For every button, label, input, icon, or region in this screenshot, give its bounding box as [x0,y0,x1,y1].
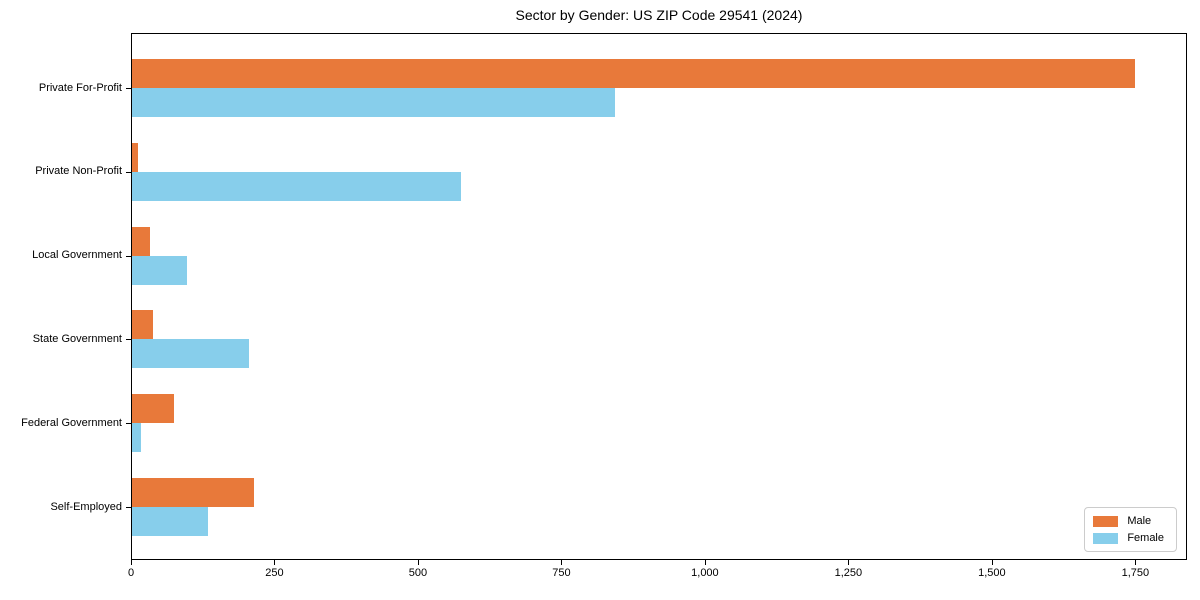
y-tick-mark [126,423,131,425]
x-tick-mark [274,560,276,565]
bar-female-federal-government [132,423,142,453]
legend-label-male: Male [1127,515,1152,527]
x-tick-label-1-000: 1,000 [691,567,719,579]
x-tick-mark [704,560,706,565]
x-tick-mark [131,560,132,565]
legend-swatch-male [1093,515,1119,527]
legend: Male Female [1084,507,1177,552]
y-label-state-government: State Government [32,332,122,345]
y-tick-mark [126,171,131,173]
legend-label-female: Female [1127,532,1164,544]
y-label-private-non-profit: Private Non-Profit [35,165,122,178]
bar-female-self-employed [132,507,209,536]
bar-male-private-for-profit [132,59,1136,88]
bar-female-private-non-profit [132,171,461,201]
x-tick-mark [417,560,419,565]
y-label-private-for-profit: Private For-Profit [38,81,122,94]
x-tick-label-750: 750 [552,567,571,579]
x-tick-mark [1135,560,1137,565]
bar-male-state-government [132,310,154,340]
x-tick-label-500: 500 [408,567,428,579]
bar-male-local-government [132,226,150,256]
y-tick-mark [126,339,131,341]
y-label-self-employed: Self-Employed [50,500,122,513]
x-tick-label-1-500: 1,500 [978,567,1006,579]
legend-item-male: Male [1093,515,1164,527]
bar-female-local-government [132,255,187,285]
x-tick-label-250: 250 [265,567,284,579]
bar-male-federal-government [132,394,174,424]
x-tick-mark [848,560,850,565]
x-tick-label-1-750: 1,750 [1121,567,1150,579]
y-label-local-government: Local Government [32,249,122,262]
y-label-federal-government: Federal Government [21,416,122,429]
bar-male-self-employed [132,478,254,507]
plot-area [131,33,1187,560]
x-tick-mark [991,560,993,565]
y-tick-mark [126,255,131,257]
x-tick-label-0: 0 [127,567,135,579]
legend-swatch-female [1093,532,1119,544]
y-tick-mark [126,507,131,508]
bar-female-state-government [132,339,250,369]
legend-item-female: Female [1093,532,1164,544]
bar-male-private-non-profit [132,142,138,172]
x-tick-label-1-250: 1,250 [834,567,863,579]
y-tick-mark [126,88,131,89]
chart-title: Sector by Gender: US ZIP Code 29541 (202… [515,7,803,23]
x-tick-mark [561,560,563,565]
bar-female-private-for-profit [132,88,616,117]
